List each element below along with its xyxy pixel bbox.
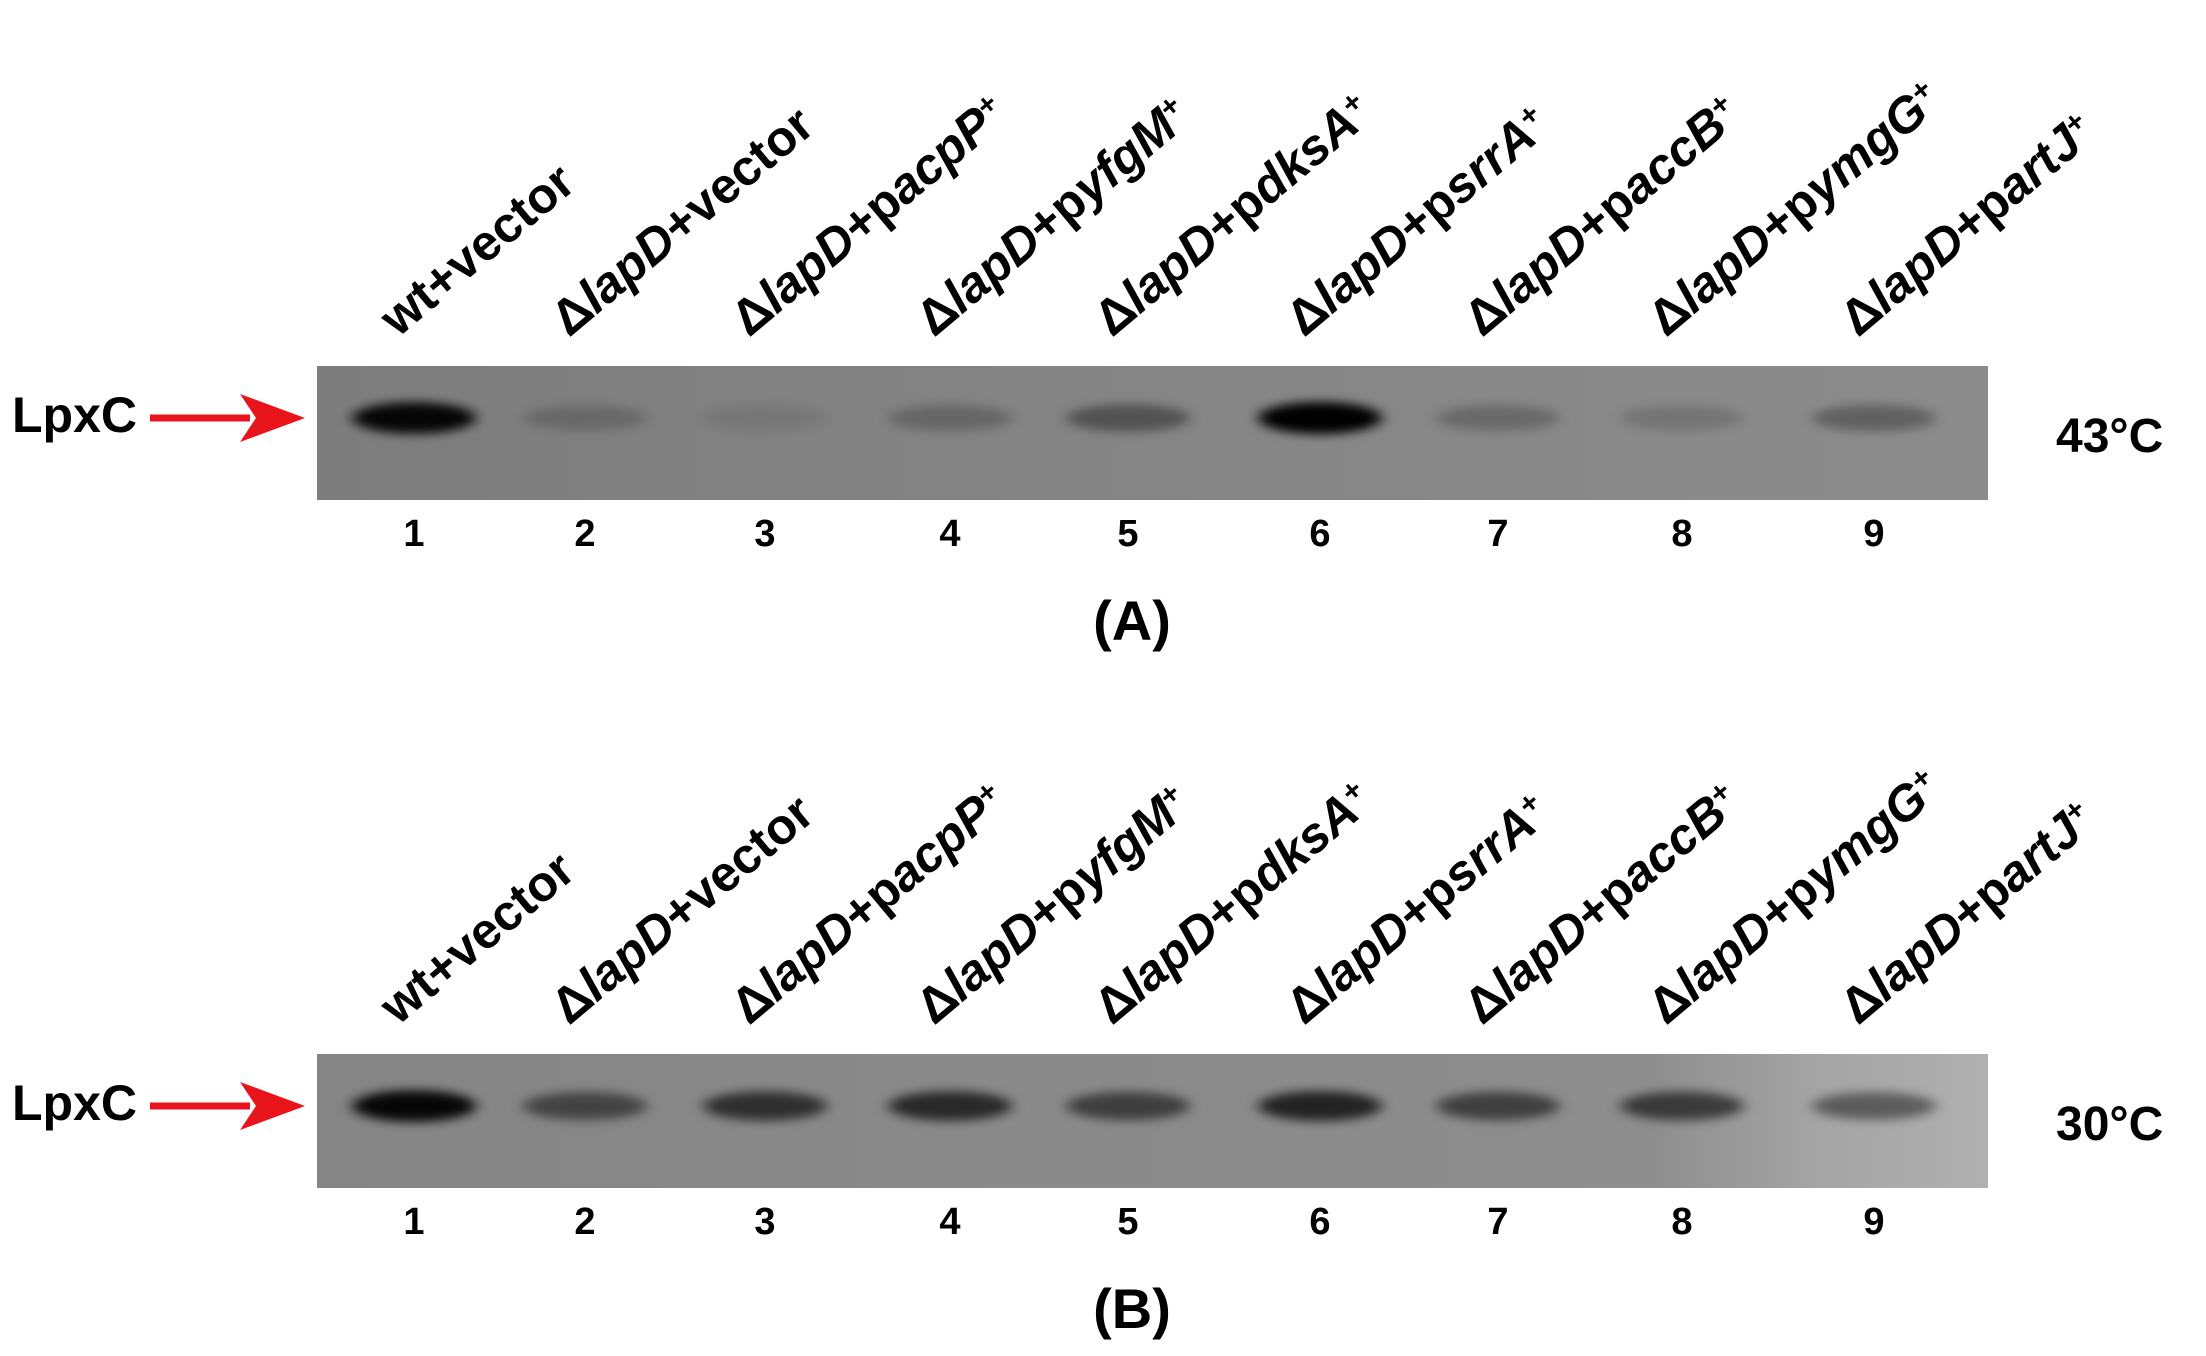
panel-label: (B) [1093,1277,1171,1340]
band [1258,1091,1382,1121]
lane-label-part: ymgG [1791,769,1938,905]
band [888,1091,1012,1121]
lane-number: 4 [939,1201,960,1243]
band [1620,1091,1744,1121]
lane-label-part: +vector [651,96,824,254]
band [1436,1091,1560,1121]
lane-number: 6 [1309,513,1330,555]
lane-number: 8 [1671,1201,1692,1243]
band [352,402,476,434]
gel [317,1054,1988,1188]
band [352,1090,476,1122]
lane-number: 9 [1863,513,1884,555]
lane-label-part: +vector [651,784,824,942]
band [888,405,1012,431]
lane-number: 2 [574,1201,595,1243]
band [523,1092,647,1120]
lane-number: 5 [1117,1201,1138,1243]
band [1258,402,1382,434]
band [523,405,647,431]
lane-number: 2 [574,513,595,555]
lane-number: 4 [939,513,960,555]
panel: LpxC 30°C1wt+vector2ΔlapD+vector3ΔlapD+pa… [12,760,2163,1340]
band [1812,404,1936,432]
lane-number: 8 [1671,513,1692,555]
arrow-head [240,1082,305,1130]
lane-number: 6 [1309,1201,1330,1243]
lane-label-part: ymgG [1791,81,1938,217]
temperature-label: 43°C [2056,410,2163,463]
band [703,1091,827,1121]
lane-number: 1 [403,1201,424,1243]
lane-number: 9 [1863,1201,1884,1243]
band [1436,405,1560,431]
lane-number: 5 [1117,513,1138,555]
band [1812,1092,1936,1120]
lane-number: 7 [1487,513,1508,555]
lane-number: 7 [1487,1201,1508,1243]
lane-number: 3 [754,1201,775,1243]
band [1066,1091,1190,1121]
protein-label: LpxC [12,1075,137,1131]
lane-number: 1 [403,513,424,555]
band [703,405,827,431]
protein-label: LpxC [12,387,137,443]
lane-number: 3 [754,513,775,555]
gel [317,366,1988,500]
band [1620,405,1744,431]
band [1066,404,1190,432]
temperature-label: 30°C [2056,1098,2163,1151]
arrow-head [240,394,305,442]
panel-label: (A) [1093,589,1171,652]
panel: LpxC 43°C1wt+vector2ΔlapD+vector3ΔlapD+pa… [12,72,2163,652]
